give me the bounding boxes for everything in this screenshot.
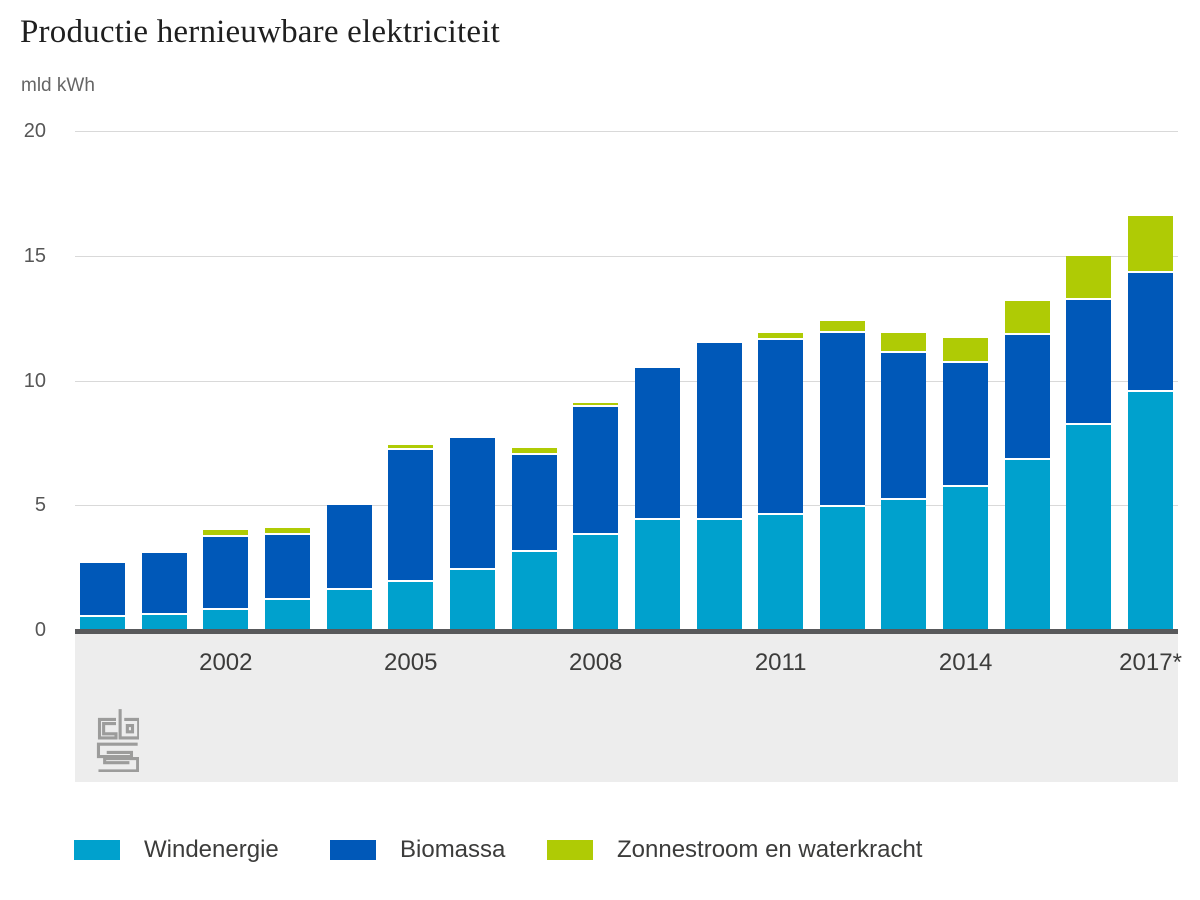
x-axis-line	[75, 629, 1178, 634]
legend-item-windenergie: Windenergie	[74, 836, 279, 863]
bar-2007	[511, 447, 557, 630]
bar-segment-2004-biomassa	[326, 505, 372, 588]
bar-segment-2003-biomassa	[264, 532, 310, 598]
bar-segment-2016-zonnestroom-en-waterkracht	[1066, 255, 1112, 299]
bar-2005	[388, 445, 434, 630]
bar-segment-2012-zonnestroom-en-waterkracht	[819, 320, 865, 331]
bar-segment-2007-windenergie	[511, 550, 557, 630]
bar-2011	[758, 333, 804, 630]
bar-2012	[819, 320, 865, 630]
bar-segment-2016-windenergie	[1066, 422, 1112, 630]
bar-2008	[573, 402, 619, 630]
y-axis-unit-label: mld kWh	[21, 75, 95, 96]
bar-2006	[449, 437, 495, 630]
bar-segment-2015-windenergie	[1004, 457, 1050, 630]
bar-segment-2011-windenergie	[758, 512, 804, 630]
legend: Windenergie Biomassa Zonnestroom en wate…	[0, 836, 1200, 864]
bar-segment-2014-zonnestroom-en-waterkracht	[943, 338, 989, 361]
bar-segment-2014-windenergie	[943, 485, 989, 630]
legend-item-biomassa: Biomassa	[330, 836, 506, 863]
gridline-20	[75, 131, 1178, 132]
bar-segment-2002-windenergie	[203, 607, 249, 630]
bar-segment-2011-zonnestroom-en-waterkracht	[758, 333, 804, 339]
windenergie-swatch-icon	[74, 840, 120, 860]
y-tick-label-5: 5	[34, 494, 46, 517]
bar-segment-2017-biomassa	[1128, 270, 1174, 391]
bar-segment-2013-biomassa	[881, 350, 927, 498]
bar-segment-2000-windenergie	[80, 615, 125, 630]
bar-2014	[943, 338, 989, 630]
bar-2009	[634, 368, 680, 630]
biomassa-swatch-icon	[330, 840, 376, 860]
bar-segment-2015-biomassa	[1004, 333, 1050, 458]
legend-item-zonnestroom-waterkracht: Zonnestroom en waterkracht	[547, 836, 923, 863]
bar-segment-2009-windenergie	[634, 517, 680, 630]
chart-title: Productie hernieuwbare elektriciteit	[20, 14, 500, 50]
bar-segment-2002-zonnestroom-en-waterkracht	[203, 530, 249, 536]
bar-segment-2013-zonnestroom-en-waterkracht	[881, 333, 927, 351]
bar-segment-2003-windenergie	[264, 597, 310, 630]
bar-segment-2005-biomassa	[388, 447, 434, 581]
x-axis-footer-panel: 2002 2005 2008 2011 2014 2017*	[75, 634, 1182, 782]
plot-area	[75, 131, 1178, 630]
bar-segment-2015-zonnestroom-en-waterkracht	[1004, 300, 1050, 334]
bar-2015	[1004, 300, 1050, 630]
bar-2000	[80, 562, 125, 630]
bar-segment-2005-zonnestroom-en-waterkracht	[388, 445, 434, 448]
bar-2002	[203, 530, 249, 630]
x-tick-label-2005: 2005	[384, 649, 438, 676]
x-tick-label-2008: 2008	[568, 649, 623, 676]
zonnestroom-waterkracht-swatch-icon	[547, 840, 593, 860]
bar-segment-2003-zonnestroom-en-waterkracht	[264, 527, 310, 533]
bar-segment-2002-biomassa	[203, 535, 249, 608]
bar-segment-2012-windenergie	[819, 505, 865, 630]
bar-segment-2010-biomassa	[696, 343, 742, 518]
bar-segment-2005-windenergie	[388, 580, 434, 630]
y-tick-label-10: 10	[23, 369, 46, 392]
x-tick-label-2017: 2017*	[1119, 649, 1182, 676]
bar-segment-2009-biomassa	[634, 368, 680, 518]
gridline-10	[75, 380, 1178, 382]
bar-segment-2017-windenergie	[1128, 390, 1174, 630]
bar-segment-2001-biomassa	[141, 552, 187, 613]
legend-label: Windenergie	[144, 836, 279, 863]
bar-segment-2012-biomassa	[819, 330, 865, 506]
y-tick-label-0: 0	[34, 619, 46, 641]
bar-2010	[696, 343, 742, 630]
bar-segment-2000-biomassa	[80, 562, 125, 616]
x-tick-label-2011: 2011	[754, 649, 807, 676]
bar-segment-2007-zonnestroom-en-waterkracht	[511, 447, 557, 453]
x-tick-label-2014: 2014	[938, 649, 993, 676]
bar-segment-2013-windenergie	[881, 497, 927, 630]
bar-2016	[1066, 255, 1112, 630]
bar-segment-2006-biomassa	[449, 437, 495, 568]
bar-segment-2008-biomassa	[573, 405, 619, 533]
legend-label: Biomassa	[400, 836, 506, 863]
bar-segment-2017-zonnestroom-en-waterkracht	[1128, 215, 1174, 271]
bar-2004	[326, 505, 372, 630]
gridline-5	[75, 505, 1178, 507]
x-tick-label-2002: 2002	[199, 649, 253, 676]
bar-segment-2011-biomassa	[758, 338, 804, 513]
bar-segment-2008-windenergie	[573, 532, 619, 630]
bar-segment-2006-windenergie	[449, 567, 495, 630]
bar-segment-2007-biomassa	[511, 452, 557, 551]
bar-2017	[1128, 215, 1174, 630]
bar-2001	[141, 552, 187, 630]
y-tick-label-20: 20	[23, 120, 46, 142]
bar-segment-2001-windenergie	[141, 612, 187, 630]
legend-label: Zonnestroom en waterkracht	[617, 836, 923, 863]
bar-segment-2008-zonnestroom-en-waterkracht	[573, 402, 619, 406]
bar-2013	[881, 333, 927, 630]
bar-segment-2010-windenergie	[696, 517, 742, 630]
y-tick-label-15: 15	[23, 244, 46, 267]
cbs-logo-icon	[96, 709, 139, 772]
bar-segment-2016-biomassa	[1066, 298, 1112, 423]
bar-segment-2004-windenergie	[326, 587, 372, 630]
bar-2003	[264, 527, 310, 630]
gridline-15	[75, 255, 1178, 257]
bar-segment-2014-biomassa	[943, 360, 989, 486]
